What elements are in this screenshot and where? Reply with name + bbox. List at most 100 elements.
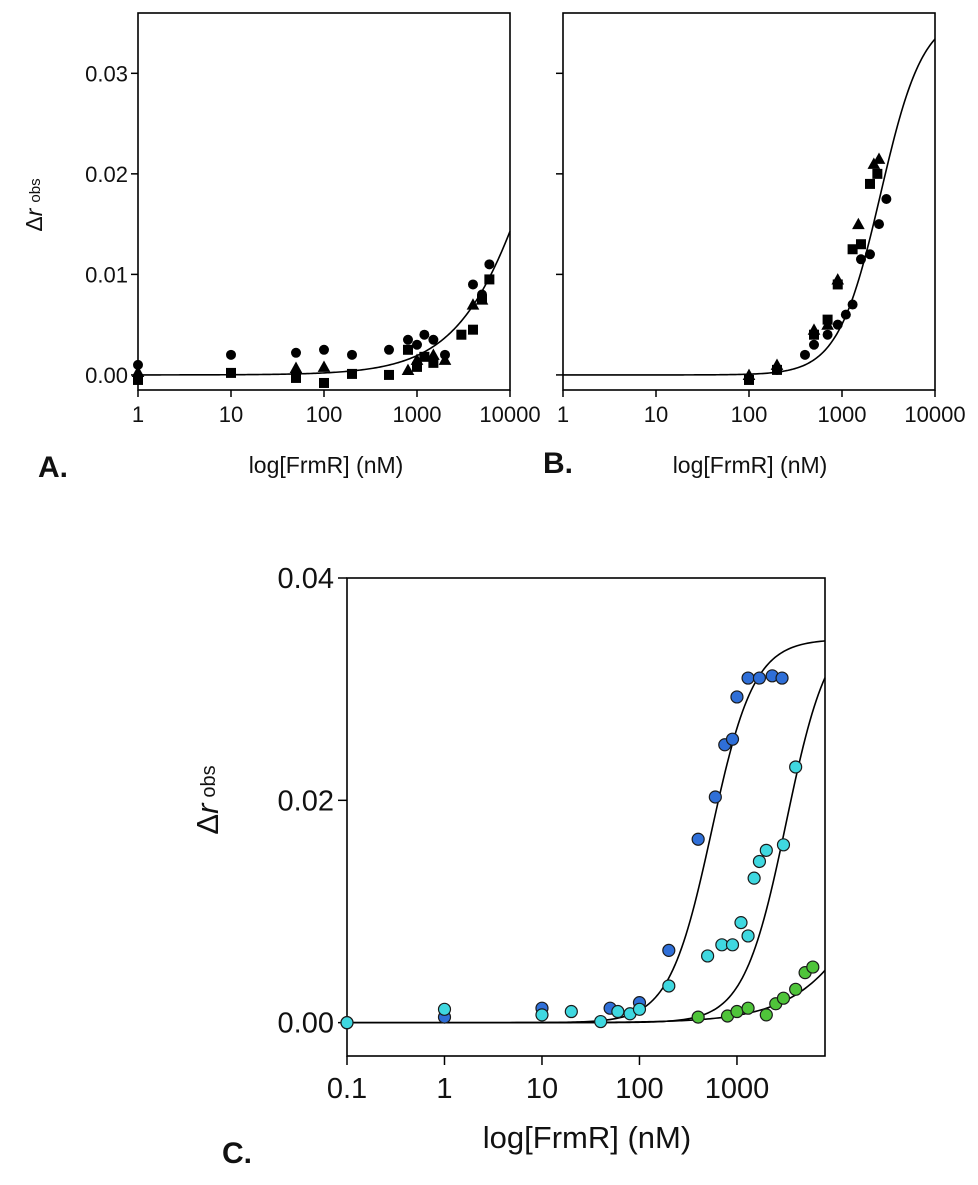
panel-c-y-tick-labels: 0.00 0.02 0.04 [278,563,334,1040]
data-point-series-2 [346,368,357,379]
data-point-series-3 [427,348,440,360]
data-point-series-2 [319,377,329,388]
data-point-series-1 [346,349,357,360]
data-point-series-3 [317,360,331,372]
data-point-series-1 [741,671,755,685]
data-point-series-2 [384,369,395,380]
data-point-series-3 [807,323,821,335]
data-point-series-3 [770,358,784,370]
data-point-series-1 [874,219,885,230]
data-point-series-2 [855,239,866,250]
data-point-series-1 [809,339,820,350]
data-point-series-3 [438,353,452,365]
data-point-series-3 [831,273,845,285]
data-point-series-1 [402,334,413,345]
data-point-series-3 [730,1004,744,1019]
data-point-series-1 [752,671,767,685]
data-point-series-2 [747,871,761,885]
data-point-series-1 [799,349,810,360]
data-point-series-2 [437,1002,452,1016]
y-tick-label: 0.00 [278,1008,334,1040]
fit-curve-series-2 [347,677,826,1024]
panel-c-ticks [338,577,738,1065]
y-tick-label: 0.03 [85,61,128,86]
data-point-series-3 [410,353,424,365]
data-point-series-2 [611,1004,625,1019]
x-tick-label: 100 [306,402,343,427]
panel-c-x-axis-label: log[FrmR] (nM) [483,1120,691,1155]
x-tick-label: 100 [731,402,768,427]
panel-c-y-axis-label: Δrobs [190,765,225,834]
data-point-series-2 [419,351,430,362]
data-point-series-1 [467,279,478,290]
data-point-series-2 [662,979,676,993]
panel-b: 1 10 100 1000 10000 log[FrmR] (nM) B. [543,12,966,480]
data-point-series-1 [226,349,236,360]
x-tick-label: 1000 [818,402,867,427]
data-point-series-1 [881,193,892,204]
data-point-series-3 [852,217,865,230]
data-point-series-1 [822,329,833,340]
data-point-series-1 [419,329,430,340]
x-tick-label: 1 [557,402,569,427]
data-point-series-1 [384,344,395,355]
y-tick-label: 0.04 [278,563,334,595]
data-point-series-2 [412,361,422,372]
data-point-series-2 [789,760,803,774]
x-tick-label: 100 [615,1073,663,1105]
panel-c-letter: C. [222,1137,252,1170]
data-point-series-3 [821,318,834,330]
panel-a-x-tick-labels: 1 10 100 1000 10000 [132,402,541,427]
data-point-series-1 [708,790,722,804]
panel-a-fit-curve [138,231,511,376]
data-point-series-2 [456,329,467,340]
x-tick-label: 1000 [393,402,442,427]
y-tick-label: 0.01 [85,262,128,287]
panel-a: 1 10 100 1000 10000 0.00 0.01 0.02 0.03 log[Frm… [21,12,541,484]
data-point-series-2 [535,1008,549,1022]
data-point-series-2 [467,324,478,335]
x-tick-label: 10 [526,1073,558,1105]
data-point-series-2 [872,168,883,179]
data-point-series-2 [133,374,143,385]
data-point-series-1 [832,319,843,330]
y-tick-label: 0.00 [85,363,128,388]
data-point-series-2 [632,1002,647,1016]
fit-curve-series-1 [347,640,826,1024]
data-point-series-1 [133,359,143,370]
x-tick-label: 10000 [904,402,965,427]
x-tick-label: 1 [436,1073,452,1105]
data-point-series-2 [291,372,302,383]
data-point-series-2 [402,344,413,355]
data-point-series-3 [759,1008,773,1022]
data-point-series-2 [701,949,715,963]
data-point-series-2 [340,1016,354,1030]
panel-a-y-tick-labels: 0.00 0.01 0.02 0.03 [85,61,128,388]
panel-a-plot-frame [137,12,511,391]
data-point-series-3 [789,982,803,996]
data-point-series-2 [759,843,773,857]
x-tick-label: 10 [219,402,243,427]
data-point-series-3 [691,1010,705,1024]
data-point-series-3 [872,152,886,164]
panel-b-data-points [742,152,892,385]
data-point-series-2 [776,838,791,852]
data-point-series-2 [725,938,740,952]
panel-b-x-axis-label: log[FrmR] (nM) [673,452,828,478]
panel-b-x-tick-labels: 1 10 100 1000 10000 [557,402,966,427]
panel-a-y-axis-label: Δrobs [21,178,47,231]
data-point-series-3 [289,361,303,373]
panel-c: 0.1 1 10 100 1000 0.00 0.02 0.04 log[FrmR] (nM… [190,563,826,1170]
data-point-series-2 [752,854,767,869]
data-point-series-1 [847,299,858,310]
y-tick-label: 0.02 [85,162,128,187]
data-point-series-3 [806,960,820,974]
data-point-series-1 [855,254,866,265]
data-point-series-1 [775,671,789,685]
panel-a-letter: A. [38,451,68,484]
data-point-series-2 [484,274,495,285]
data-point-series-3 [776,991,791,1005]
x-tick-label: 10000 [479,402,540,427]
data-point-series-2 [428,357,439,368]
data-point-series-1 [864,249,875,260]
